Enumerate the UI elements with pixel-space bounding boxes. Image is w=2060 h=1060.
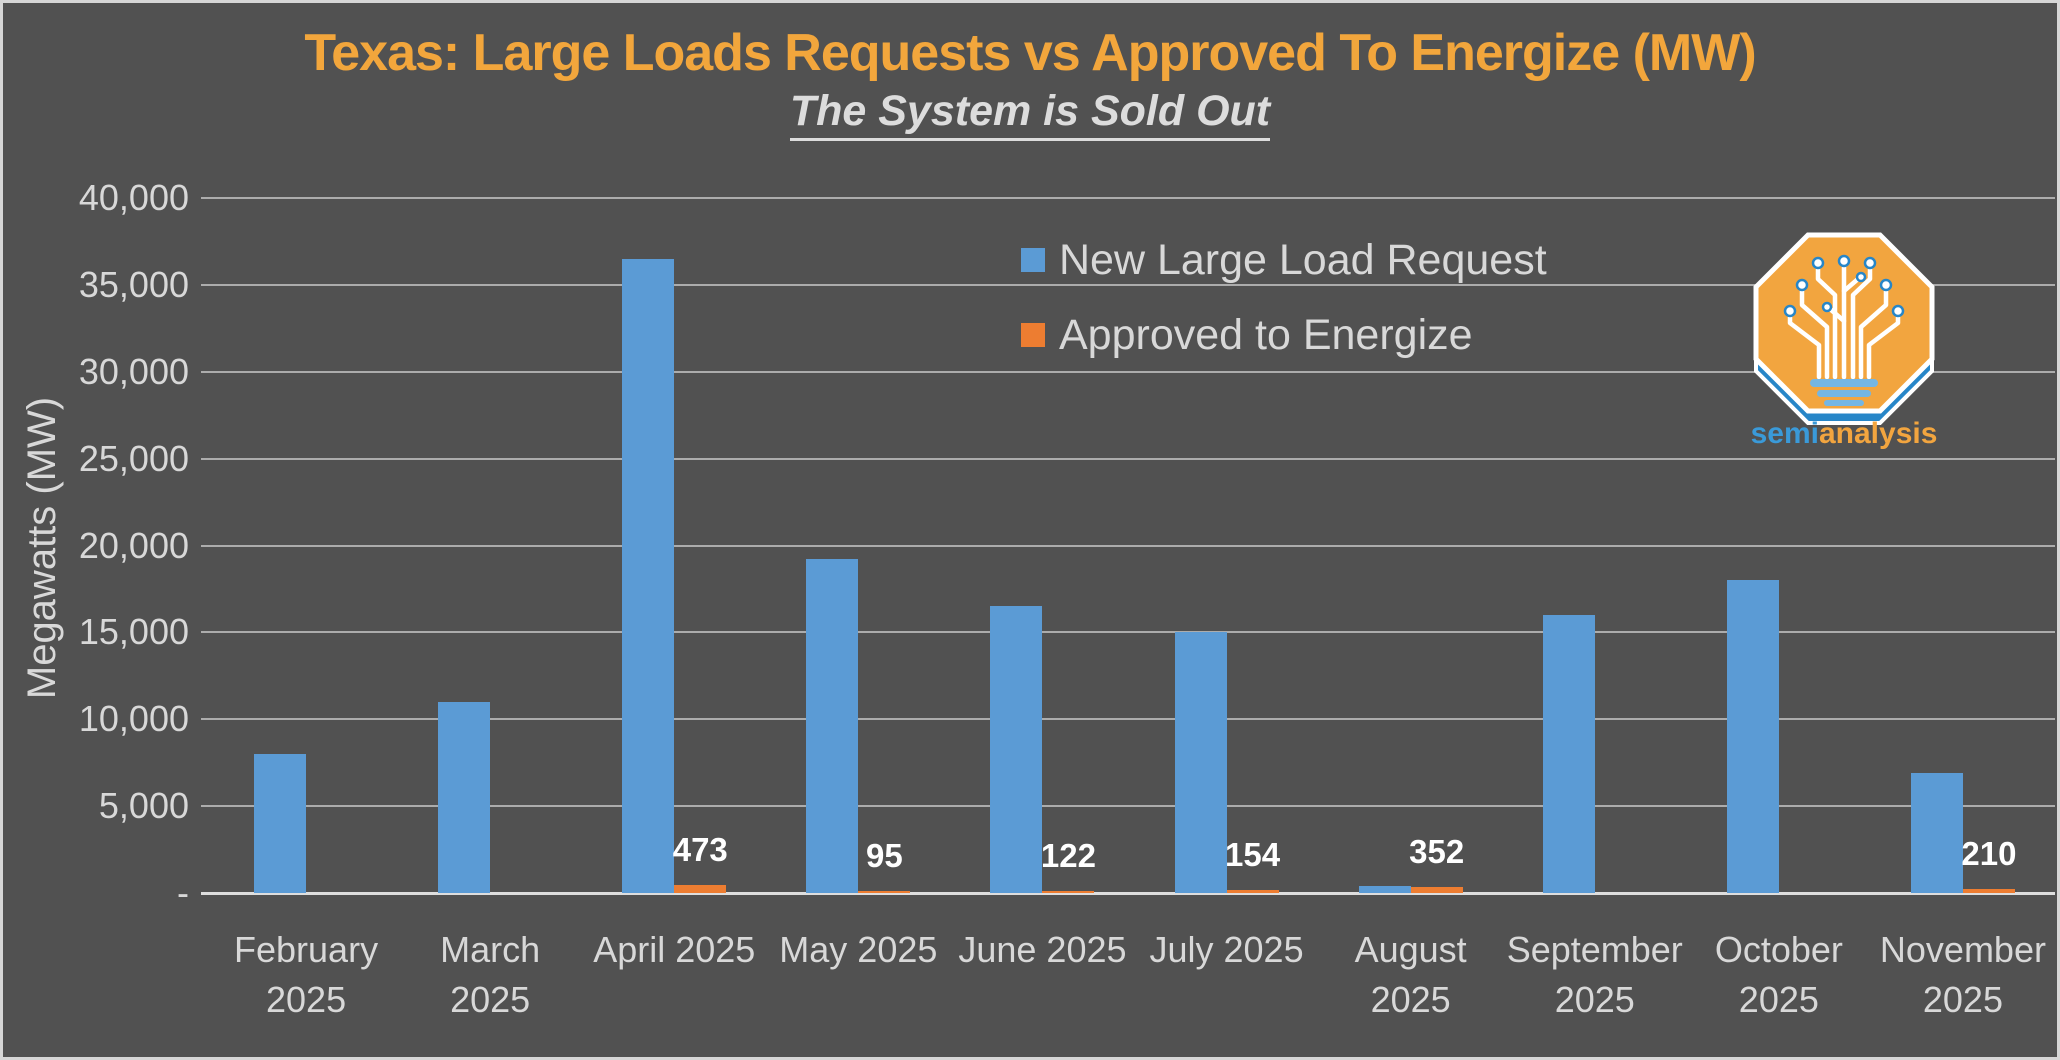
semianalysis-logo: semianalysis — [1751, 232, 1938, 450]
data-label-approved-july-2025: 154 — [1225, 836, 1281, 874]
y-tick-label-40,000: 40,000 — [78, 177, 189, 218]
bar-approved-to-energize-july-2025 — [1226, 890, 1279, 893]
gridline-20000 — [214, 544, 2055, 547]
y-tick-mark — [201, 718, 214, 721]
y-tick-label-5,000: 5,000 — [98, 785, 189, 827]
bar-new-large-load-request-october-2025 — [1726, 580, 1779, 893]
gridline-30000 — [214, 370, 2055, 373]
bar-approved-to-energize-april-2025 — [674, 884, 727, 893]
logo-wordmark-semi: semi — [1751, 417, 1819, 450]
x-tick-label-june-2025: June 2025 — [958, 929, 1127, 970]
bar-new-large-load-request-november-2025 — [1910, 773, 1963, 893]
page-subtitle: The System is Sold Out — [3, 87, 2057, 141]
bar-new-large-load-request-september-2025 — [1542, 615, 1595, 893]
page-title: Texas: Large Loads Requests vs Approved … — [304, 24, 1756, 82]
y-tick-mark — [201, 805, 214, 808]
x-tick-label-september-2025: September 2025 — [1506, 929, 1683, 1020]
bar-new-large-load-request-august-2025 — [1358, 886, 1411, 893]
y-tick-label-20,000: 20,000 — [78, 524, 189, 566]
y-tick-label--: - — [177, 872, 189, 913]
gridline-25000 — [214, 457, 2055, 460]
y-tick-mark — [201, 457, 214, 460]
legend-swatch-blue — [1021, 248, 1045, 272]
y-tick-mark — [201, 370, 214, 373]
bar-approved-to-energize-november-2025 — [1962, 889, 2015, 893]
data-label-approved-may-2025: 95 — [865, 836, 903, 874]
legend-item-approved-to-energize: Approved to Energize — [1021, 311, 1547, 359]
y-tick-mark — [201, 197, 214, 199]
logo-circuit-dots — [1783, 254, 1905, 318]
y-tick-mark — [201, 544, 214, 547]
subtitle-underlined-text: The System is Sold Out — [789, 87, 1271, 141]
gridline-10000 — [214, 718, 2055, 721]
legend-label: Approved to Energize — [1059, 310, 1473, 359]
y-tick-mark — [201, 283, 214, 286]
x-tick-label-november-2025: November 2025 — [1879, 929, 2046, 1020]
x-tick-label-july-2025: July 2025 — [1149, 929, 1304, 970]
gridline-15000 — [214, 631, 2055, 634]
legend: New Large Load Request Approved to Energ… — [1021, 236, 1547, 386]
logo-circuit-tree-icon — [1787, 262, 1901, 380]
legend-swatch-orange — [1021, 323, 1045, 347]
y-tick-label-25,000: 25,000 — [78, 437, 189, 479]
legend-item-new-large-load-request: New Large Load Request — [1021, 236, 1547, 284]
x-tick-label-february-2025: February 2025 — [234, 929, 379, 1020]
y-tick-label-30,000: 30,000 — [78, 350, 189, 392]
data-label-approved-june-2025: 122 — [1040, 836, 1096, 874]
y-tick-mark — [201, 631, 214, 634]
x-axis-line — [201, 892, 2055, 895]
data-label-approved-august-2025: 352 — [1409, 832, 1465, 870]
y-tick-label-35,000: 35,000 — [78, 263, 189, 305]
x-tick-label-april-2025: April 2025 — [593, 929, 756, 970]
bar-new-large-load-request-july-2025 — [1174, 632, 1227, 893]
gridline-40000 — [214, 197, 2055, 199]
logo-bulb-base — [1810, 379, 1878, 406]
bar-new-large-load-request-april-2025 — [622, 258, 675, 893]
bar-new-large-load-request-march-2025 — [438, 701, 491, 893]
bar-approved-to-energize-may-2025 — [858, 890, 911, 893]
bar-new-large-load-request-february-2025 — [254, 754, 307, 893]
gridline-35000 — [214, 283, 2055, 286]
plot-area: 473 95 122 154 352 210 — [201, 197, 2055, 895]
y-tick-label-10,000: 10,000 — [78, 698, 189, 740]
bar-approved-to-energize-june-2025 — [1042, 890, 1095, 893]
x-tick-label-march-2025: March 2025 — [440, 929, 541, 1020]
logo-wordmark: semianalysis — [1751, 417, 1938, 450]
bar-new-large-load-request-june-2025 — [990, 606, 1043, 893]
data-label-approved-april-2025: 473 — [672, 830, 728, 868]
gridline-5000 — [214, 805, 2055, 808]
logo-wordmark-analysis: analysis — [1819, 417, 1937, 450]
x-tick-label-august-2025: August 2025 — [1354, 929, 1467, 1020]
data-label-approved-november-2025: 210 — [1961, 835, 2017, 873]
x-tick-label-october-2025: October 2025 — [1714, 929, 1843, 1020]
legend-label: New Large Load Request — [1059, 235, 1547, 284]
y-tick-label-15,000: 15,000 — [78, 611, 189, 653]
bar-approved-to-energize-august-2025 — [1410, 886, 1463, 893]
x-tick-label-may-2025: May 2025 — [779, 929, 938, 970]
bar-new-large-load-request-may-2025 — [806, 559, 859, 893]
